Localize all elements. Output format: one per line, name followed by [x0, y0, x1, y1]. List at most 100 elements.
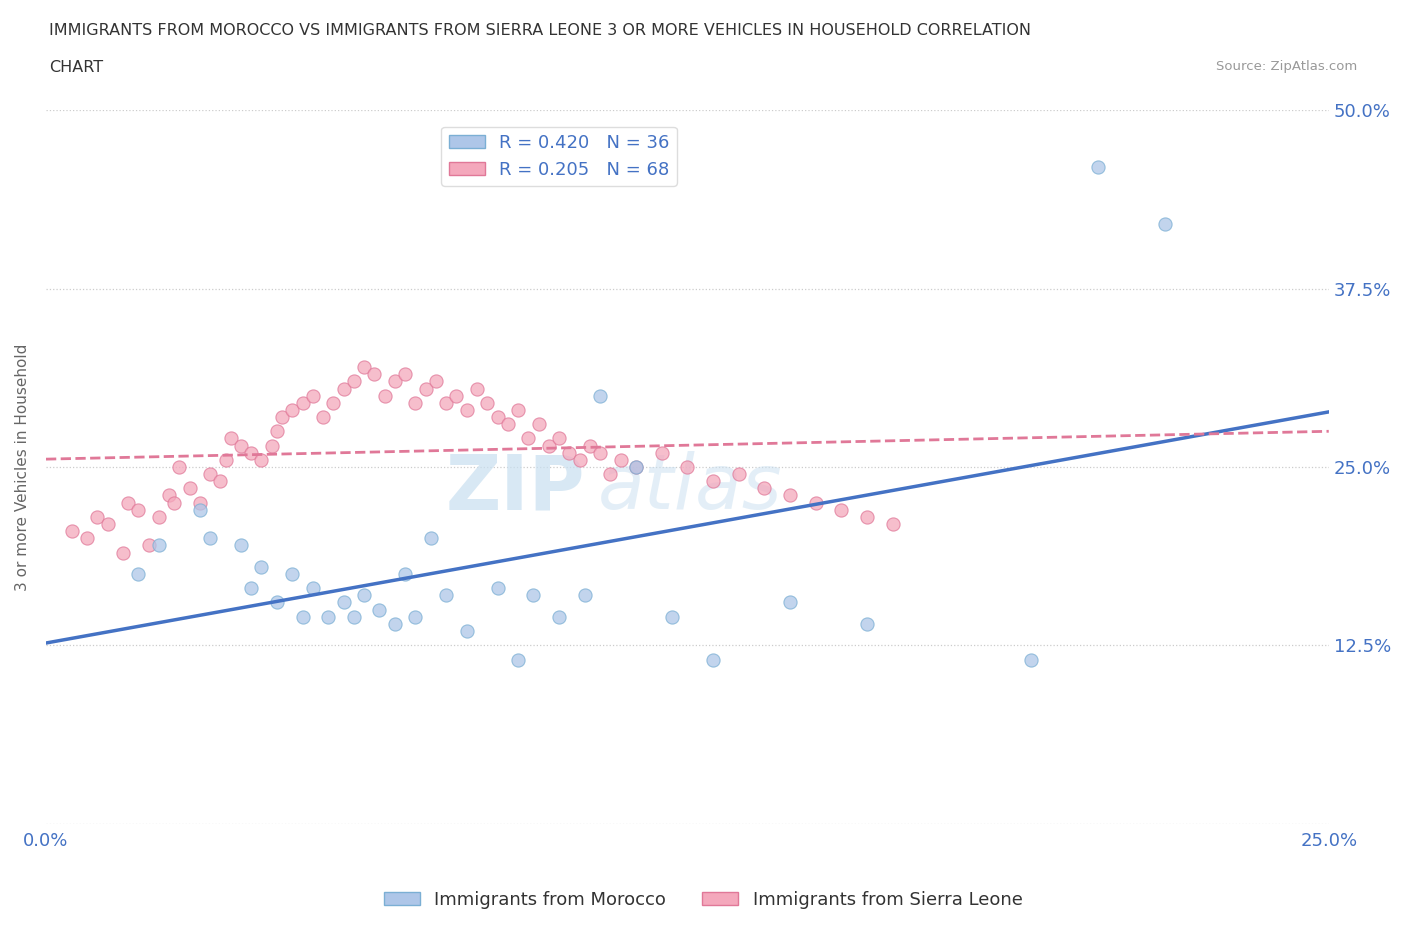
Point: [522, 588, 544, 603]
Point: [676, 459, 699, 474]
Point: [281, 566, 304, 581]
Point: [343, 374, 366, 389]
Point: [568, 452, 591, 467]
Text: IMMIGRANTS FROM MOROCCO VS IMMIGRANTS FROM SIERRA LEONE 3 OR MORE VEHICLES IN HO: IMMIGRANTS FROM MOROCCO VS IMMIGRANTS FR…: [49, 23, 1031, 38]
Text: ZIP: ZIP: [446, 451, 585, 525]
Point: [579, 438, 602, 453]
Point: [250, 559, 273, 574]
Point: [214, 452, 236, 467]
Point: [624, 459, 647, 474]
Point: [363, 366, 385, 381]
Point: [316, 609, 339, 624]
Point: [260, 438, 283, 453]
Point: [804, 495, 827, 510]
Point: [353, 360, 375, 375]
Point: [558, 445, 581, 460]
Point: [599, 467, 621, 482]
Point: [229, 538, 252, 552]
Point: [589, 388, 612, 403]
Point: [332, 381, 354, 396]
Point: [291, 609, 314, 624]
Point: [486, 409, 509, 424]
Point: [446, 388, 468, 403]
Point: [404, 395, 426, 410]
Point: [394, 566, 416, 581]
Point: [856, 510, 879, 525]
Point: [343, 609, 366, 624]
Point: [111, 545, 134, 560]
Legend: Immigrants from Morocco, Immigrants from Sierra Leone: Immigrants from Morocco, Immigrants from…: [377, 884, 1029, 916]
Point: [882, 516, 904, 531]
Point: [353, 588, 375, 603]
Point: [661, 609, 683, 624]
Point: [548, 431, 571, 445]
Point: [434, 588, 457, 603]
Point: [169, 459, 191, 474]
Point: [394, 366, 416, 381]
Point: [651, 445, 673, 460]
Point: [271, 409, 294, 424]
Point: [301, 388, 323, 403]
Point: [404, 609, 426, 624]
Point: [312, 409, 335, 424]
Point: [527, 417, 550, 432]
Point: [609, 452, 631, 467]
Point: [754, 481, 776, 496]
Point: [702, 473, 724, 488]
Point: [368, 602, 391, 617]
Point: [332, 595, 354, 610]
Point: [589, 445, 612, 460]
Point: [727, 467, 749, 482]
Point: [322, 395, 344, 410]
Point: [384, 374, 406, 389]
Point: [496, 417, 519, 432]
Point: [486, 580, 509, 595]
Point: [188, 495, 211, 510]
Point: [157, 488, 180, 503]
Point: [148, 538, 170, 552]
Point: [291, 395, 314, 410]
Point: [1153, 217, 1175, 232]
Point: [830, 502, 852, 517]
Point: [856, 617, 879, 631]
Point: [1087, 160, 1109, 175]
Point: [240, 580, 263, 595]
Point: [266, 595, 288, 610]
Point: [127, 502, 149, 517]
Point: [86, 510, 108, 525]
Point: [779, 595, 801, 610]
Point: [229, 438, 252, 453]
Point: [506, 403, 529, 418]
Point: [138, 538, 160, 552]
Point: [117, 495, 139, 510]
Point: [456, 403, 478, 418]
Y-axis label: 3 or more Vehicles in Household: 3 or more Vehicles in Household: [15, 343, 30, 591]
Point: [198, 467, 221, 482]
Point: [465, 381, 488, 396]
Point: [179, 481, 201, 496]
Point: [148, 510, 170, 525]
Point: [198, 531, 221, 546]
Point: [266, 424, 288, 439]
Text: Source: ZipAtlas.com: Source: ZipAtlas.com: [1216, 60, 1357, 73]
Point: [281, 403, 304, 418]
Point: [415, 381, 437, 396]
Point: [163, 495, 186, 510]
Point: [188, 502, 211, 517]
Point: [127, 566, 149, 581]
Point: [219, 431, 242, 445]
Point: [506, 652, 529, 667]
Text: atlas: atlas: [598, 451, 782, 525]
Point: [60, 524, 83, 538]
Point: [250, 452, 273, 467]
Point: [301, 580, 323, 595]
Point: [76, 531, 98, 546]
Point: [624, 459, 647, 474]
Point: [434, 395, 457, 410]
Point: [548, 609, 571, 624]
Point: [419, 531, 441, 546]
Point: [374, 388, 396, 403]
Point: [425, 374, 447, 389]
Point: [779, 488, 801, 503]
Point: [456, 623, 478, 638]
